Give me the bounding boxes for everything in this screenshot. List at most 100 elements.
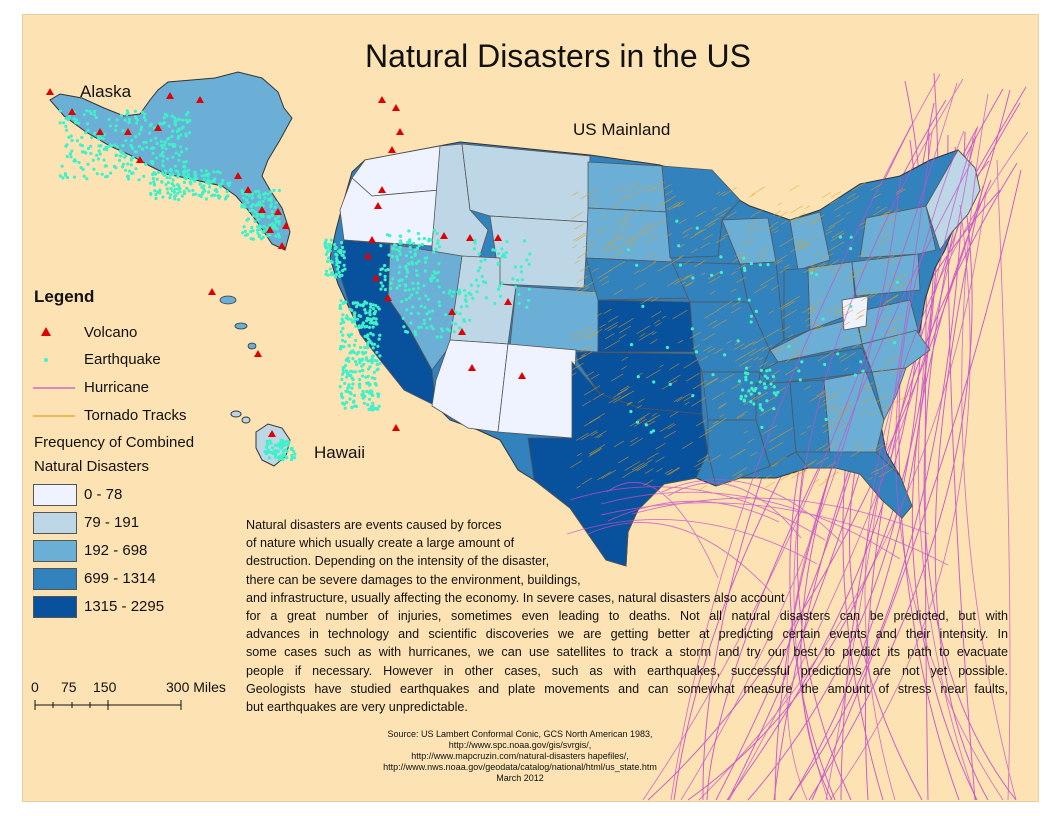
earthquake-point (371, 342, 375, 346)
tornado-track (832, 407, 838, 411)
earthquake-point (140, 147, 145, 151)
earthquake-point (82, 174, 86, 178)
tornado-track (749, 346, 765, 357)
tornado-track (722, 230, 733, 238)
tornado-track (683, 274, 694, 281)
earthquake-point (350, 386, 354, 390)
earthquake-point (277, 442, 281, 446)
earthquake-point (352, 351, 356, 355)
earthquake-point (824, 417, 828, 422)
earthquake-point (107, 117, 111, 121)
earthquake-point (849, 235, 853, 239)
tornado-track (803, 385, 812, 391)
earthquake-point (202, 177, 206, 181)
earthquake-point (324, 272, 328, 276)
tornado-track (803, 266, 815, 274)
tornado-track (666, 233, 673, 238)
earthquake-point (373, 309, 378, 314)
tornado-track (720, 373, 734, 383)
earthquake-point (253, 219, 257, 224)
tornado-track (754, 391, 769, 401)
tornado-track (678, 218, 687, 225)
earthquake-point (266, 449, 270, 453)
earthquake-point (352, 343, 357, 347)
earthquake-point (411, 287, 416, 291)
earthquake-point (371, 346, 375, 350)
earthquake-point (404, 298, 408, 302)
earthquake-point (339, 241, 344, 245)
earthquake-point (254, 190, 258, 194)
alaska-shape[interactable] (49, 71, 293, 251)
volcano-point (234, 172, 242, 179)
tornado-track (651, 331, 657, 336)
tornado-track (637, 412, 650, 421)
earthquake-point (109, 171, 113, 175)
earthquake-point (164, 183, 168, 187)
earthquake-point (204, 169, 208, 173)
earthquake-point (736, 339, 740, 343)
earthquake-point (400, 299, 404, 304)
tornado-track (738, 358, 753, 367)
earthquake-point (355, 317, 360, 321)
earthquake-point (274, 217, 278, 221)
earthquake-point (383, 288, 387, 292)
tornado-track (659, 423, 674, 432)
tornado-track (740, 341, 755, 351)
tornado-track (691, 359, 699, 364)
earthquake-point (361, 389, 365, 393)
tornado-track (696, 467, 701, 471)
tornado-track (657, 261, 674, 272)
tornado-track (655, 322, 662, 327)
earthquake-point (151, 146, 155, 150)
earthquake-point (744, 394, 748, 398)
tornado-track (615, 235, 622, 240)
tornado-track (690, 228, 707, 239)
tornado-track (740, 238, 753, 247)
earthquake-point (174, 194, 178, 198)
earthquake-point (176, 136, 180, 140)
earthquake-point (266, 443, 270, 447)
earthquake-point (397, 279, 401, 283)
tornado-track (731, 382, 742, 390)
tornado-track (790, 242, 807, 253)
earthquake-point (377, 337, 381, 341)
earthquake-point (98, 152, 102, 156)
earthquake-point (364, 311, 368, 315)
earthquake-point (341, 345, 345, 349)
tornado-track (717, 403, 726, 410)
earthquake-point (754, 309, 759, 313)
tornado-track (590, 373, 600, 380)
tornado-track (715, 236, 726, 244)
earthquake-point (353, 311, 357, 315)
earthquake-point (635, 420, 640, 424)
earthquake-point (149, 160, 153, 164)
earthquake-point (61, 176, 65, 180)
earthquake-point (161, 159, 165, 163)
earthquake-point (372, 370, 376, 374)
earthquake-point (361, 304, 365, 308)
earthquake-point (251, 202, 255, 207)
tornado-track (645, 184, 658, 193)
hurricane-track (788, 131, 966, 801)
earthquake-point (741, 388, 745, 392)
volcano-point (368, 236, 376, 243)
frequency-title-line1: Frequency of Combined (34, 434, 195, 451)
earthquake-point (476, 284, 480, 288)
earthquake-point (367, 317, 371, 321)
tornado-track (759, 276, 775, 287)
volcano-point (196, 96, 204, 103)
earthquake-point (183, 176, 187, 180)
tornado-track (742, 348, 757, 358)
hawaii-label: Hawaii (314, 443, 366, 462)
earthquake-point (130, 171, 134, 176)
tornado-track (869, 412, 876, 417)
tornado-track (583, 385, 601, 396)
earthquake-point (458, 312, 462, 316)
tornado-track (579, 351, 593, 360)
earthquake-point (422, 321, 426, 326)
volcano-point (258, 206, 266, 213)
tornado-track (770, 370, 780, 377)
earthquake-point (737, 297, 741, 301)
earthquake-point (162, 173, 166, 177)
